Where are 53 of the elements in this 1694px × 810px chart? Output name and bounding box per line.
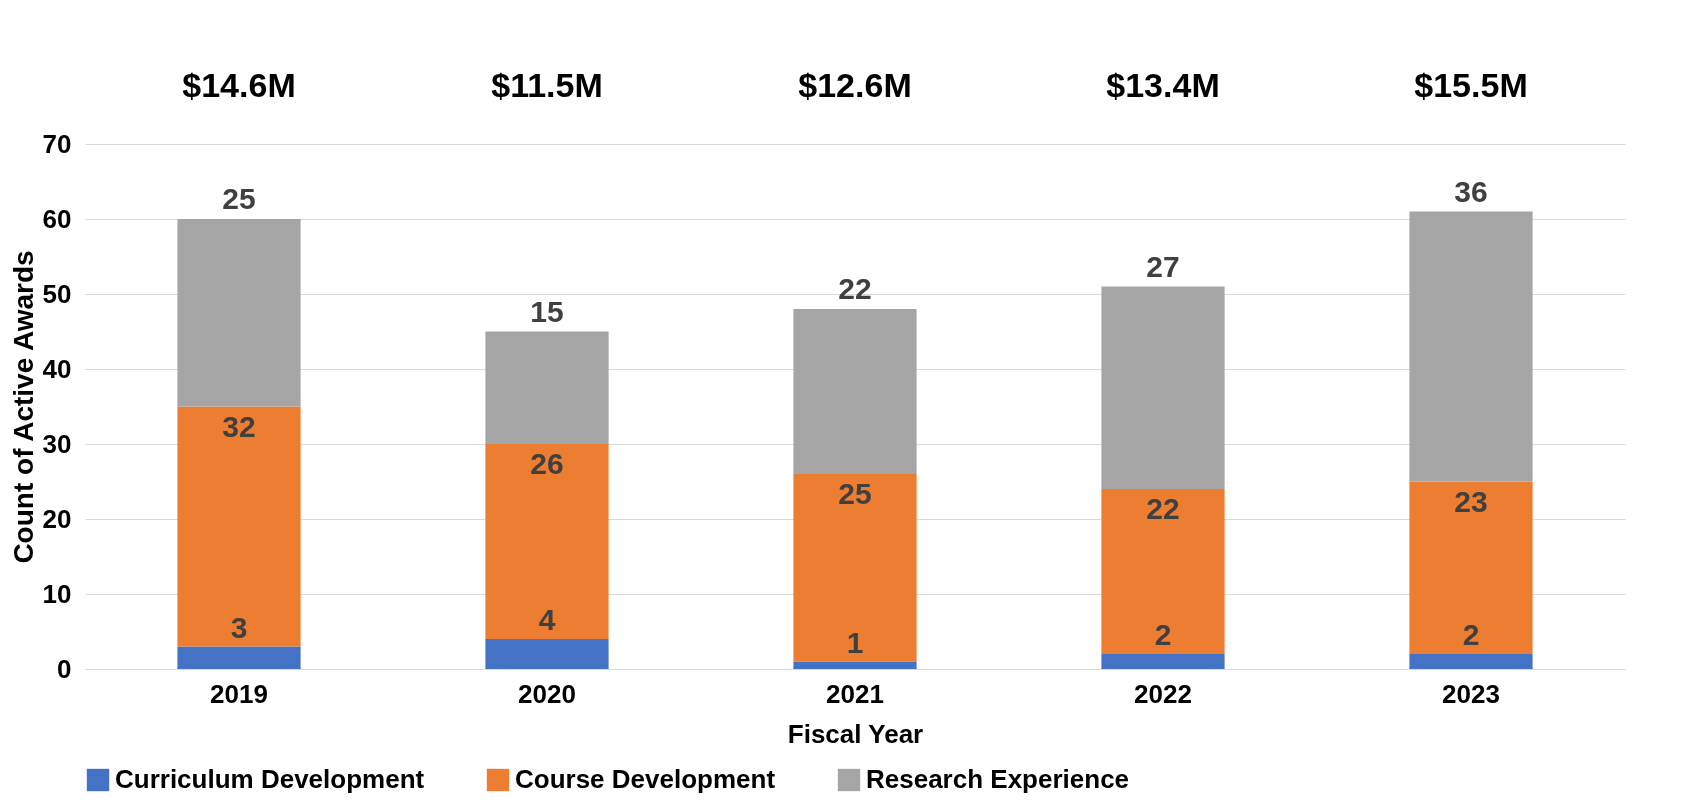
legend-label: Research Experience (866, 764, 1130, 794)
data-label: 25 (838, 477, 872, 510)
x-tick-label: 2020 (518, 678, 576, 709)
x-tick-label: 2019 (210, 678, 268, 709)
bar (1409, 211, 1533, 482)
data-label: 23 (1454, 484, 1488, 518)
data-label: 1 (846, 625, 864, 659)
bar (1101, 286, 1225, 489)
data-label: 4 (538, 603, 556, 636)
bar (793, 309, 917, 474)
x-tick-label: 2023 (1442, 678, 1500, 709)
bar (793, 661, 917, 669)
data-label: 32 (222, 409, 256, 443)
bar (177, 219, 301, 407)
x-tick-label: 2022 (1134, 678, 1192, 709)
data-label: 36 (1454, 174, 1488, 208)
data-label: 27 (1146, 249, 1180, 283)
legend-label: Course Development (515, 764, 776, 794)
text: $12.6M (798, 66, 912, 104)
bar (177, 646, 301, 669)
y-tick-label: 50 (42, 278, 72, 309)
data-label: 22 (838, 272, 872, 305)
y-tick-label: 70 (42, 128, 72, 159)
bar (1101, 654, 1225, 669)
y-tick-label: 10 (42, 578, 72, 609)
text: $11.5M (491, 66, 603, 104)
bar (793, 474, 917, 662)
data-label: 3 (230, 610, 248, 644)
bar (1101, 489, 1225, 654)
y-tick-label: 0 (57, 653, 72, 684)
data-label: 25 (222, 182, 256, 215)
text: $14.6M (182, 66, 296, 104)
text: $15.5M (1414, 66, 1528, 104)
bar (177, 406, 301, 647)
data-label: 22 (1146, 492, 1180, 525)
bar (1409, 481, 1533, 654)
y-tick-label: 30 (42, 428, 72, 459)
data-label: 2 (1462, 618, 1480, 651)
y-axis-title: Count of Active Awards (7, 250, 39, 564)
bar (485, 444, 609, 639)
y-tick-label: 40 (42, 353, 72, 384)
legend-label: Curriculum Development (115, 764, 425, 794)
data-label: 15 (530, 294, 564, 328)
x-axis-title: Fiscal Year (787, 718, 924, 749)
bar (485, 331, 609, 444)
y-tick-label: 60 (42, 203, 72, 234)
bar (1409, 654, 1533, 669)
bar (485, 639, 609, 669)
text: $13.4M (1106, 66, 1220, 104)
x-tick-label: 2021 (826, 678, 884, 709)
data-label: 26 (530, 447, 564, 480)
data-label: 2 (1154, 618, 1172, 651)
y-tick-label: 20 (42, 503, 72, 534)
